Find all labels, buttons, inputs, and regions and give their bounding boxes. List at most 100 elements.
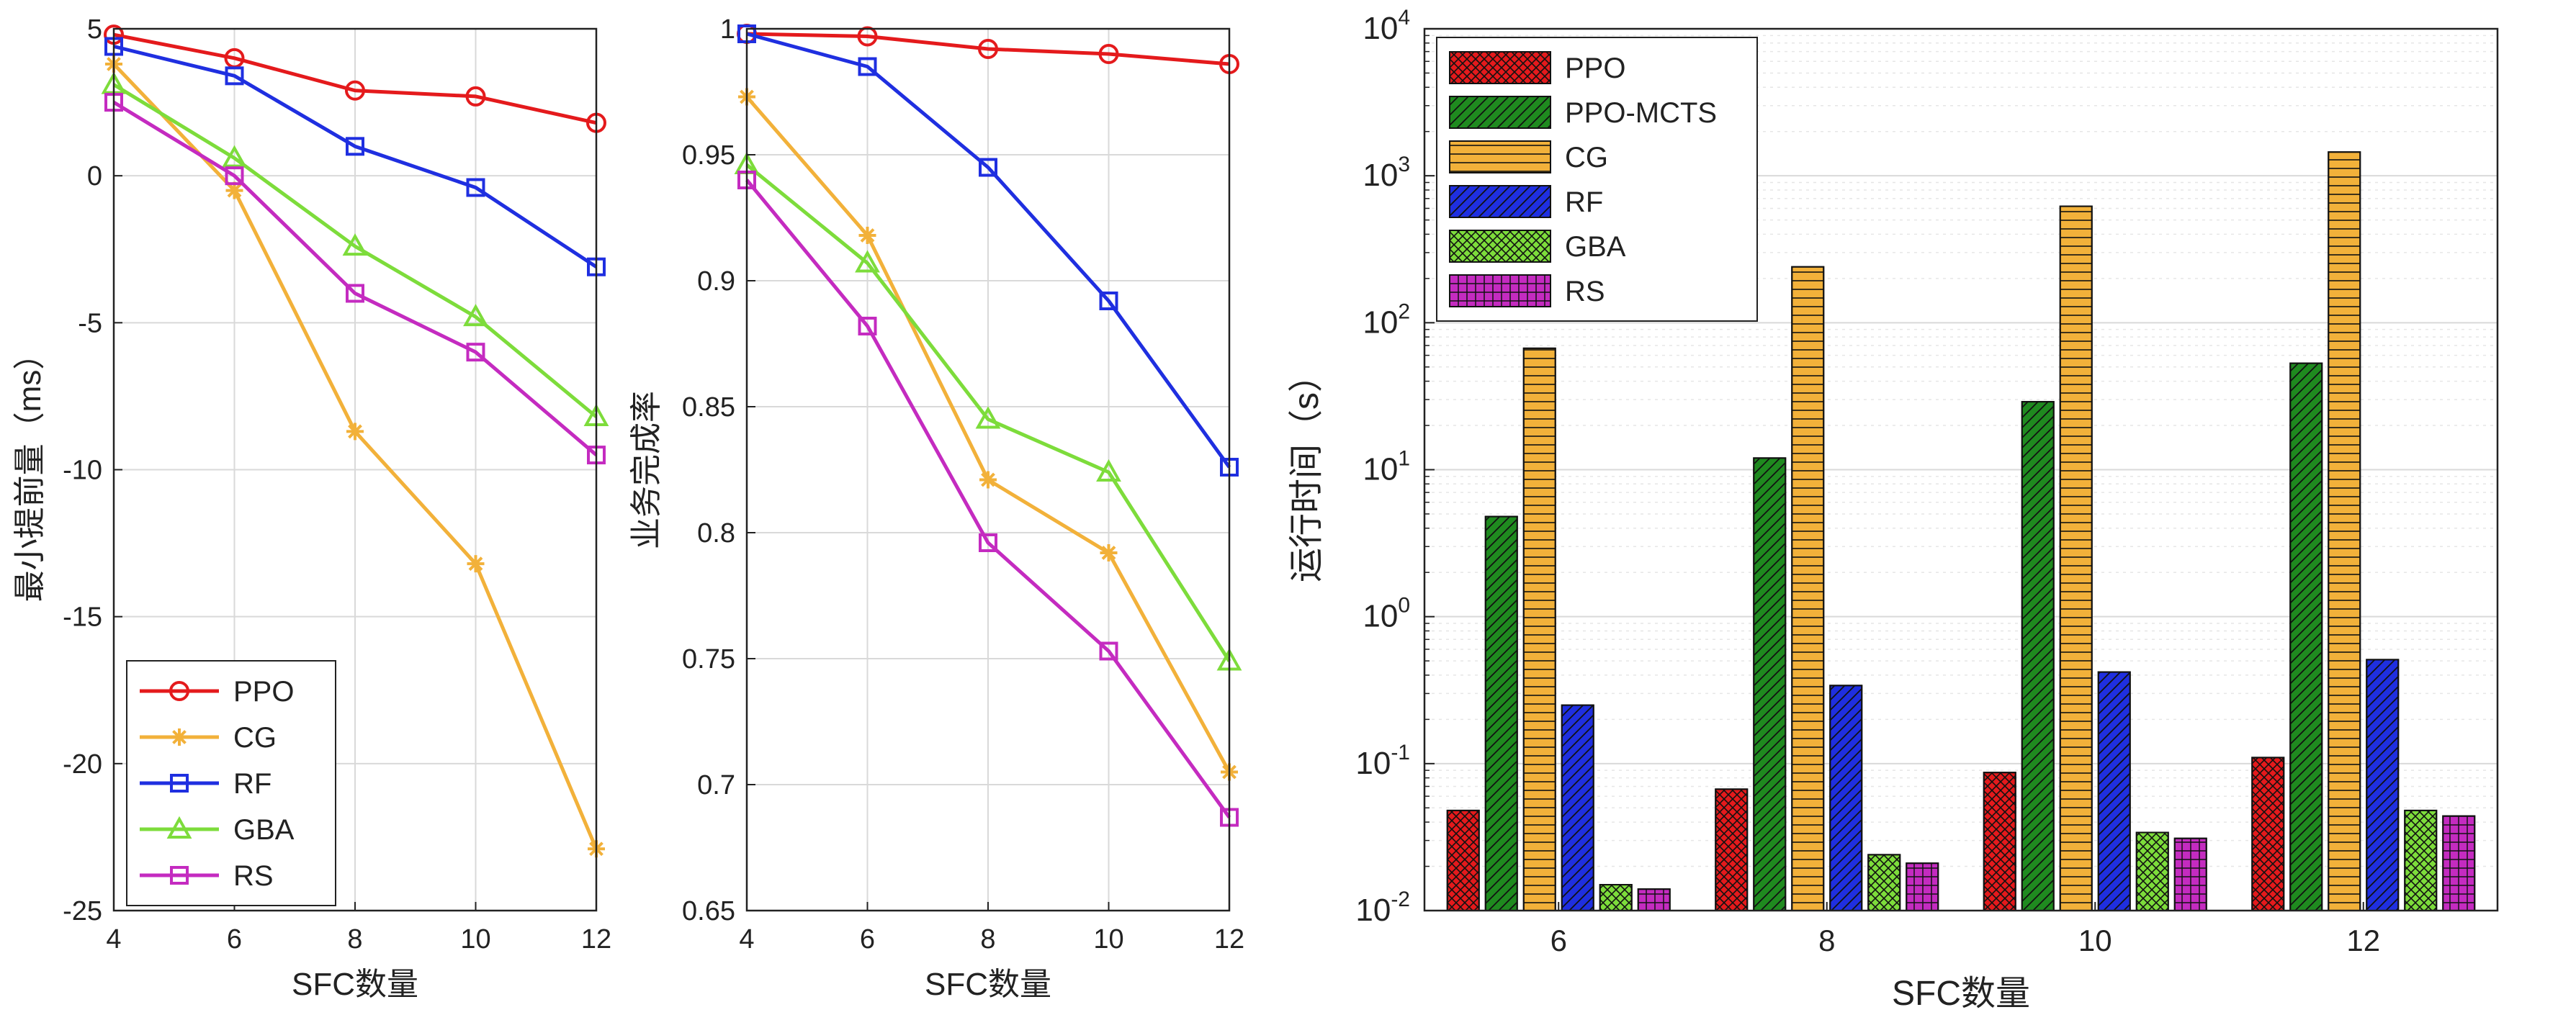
legend: PPO CG RF GBA RS	[126, 660, 336, 906]
data-point	[345, 80, 365, 101]
data-point	[346, 423, 364, 441]
series-line	[746, 32, 1230, 66]
legend-marker	[169, 681, 189, 701]
y-tick-label: 0	[87, 161, 102, 191]
data-point	[858, 317, 877, 335]
bar-cg	[1791, 266, 1825, 912]
y-tick-label: 10-2	[1355, 888, 1410, 928]
data-point	[342, 233, 368, 256]
x-tick-label: 6	[860, 924, 875, 954]
data-point	[857, 26, 878, 47]
bar-cg	[2059, 205, 2093, 912]
series-gba	[734, 151, 1242, 671]
legend-label: GBA	[1565, 231, 1626, 263]
x-axis-label: SFC数量	[925, 967, 1051, 1002]
data-point	[858, 227, 876, 244]
y-tick-label: -20	[63, 749, 102, 780]
bar-cg	[2328, 151, 2361, 911]
data-point	[979, 471, 997, 489]
bar-ppo	[2251, 757, 2285, 911]
y-tick-label: 0.85	[682, 392, 735, 423]
series-line	[746, 32, 1231, 469]
data-point	[1096, 459, 1121, 482]
series-line	[745, 163, 1231, 662]
legend-item-ppo: PPO	[1449, 51, 1625, 84]
bar-rs	[1906, 862, 1939, 911]
runtime-bar-chart: 10-2 10-1 100 101 102 103 104 6 8 10 12 SFC数量 运行时间…	[1288, 6, 2499, 1013]
legend-item-rs: RS	[140, 860, 274, 892]
x-tick-label: 10	[1093, 924, 1123, 954]
legend-marker	[170, 774, 189, 793]
data-point	[975, 406, 1001, 429]
bar-ppo-mcts	[2021, 401, 2055, 911]
x-axis-label: SFC数量	[292, 967, 418, 1002]
y-tick-label: -10	[63, 456, 102, 486]
data-point	[466, 178, 485, 197]
y-tick-label: 101	[1363, 447, 1410, 487]
x-tick-label: 4	[739, 924, 754, 954]
legend-item-gba: GBA	[1449, 230, 1626, 263]
y-axis-label: 最小提前量（ms）	[12, 338, 48, 602]
x-tick-label: 6	[1550, 924, 1567, 957]
x-tick-label: 12	[2346, 924, 2380, 957]
legend-label: RS	[233, 860, 274, 892]
x-axis-label: SFC数量	[1892, 975, 2030, 1013]
data-point	[225, 166, 244, 186]
bar-rs	[1637, 888, 1671, 912]
legend-marker	[166, 816, 192, 839]
bar-rf	[1561, 704, 1594, 911]
y-tick-label: 104	[1363, 6, 1410, 46]
x-tick-label: 10	[2078, 924, 2112, 957]
legend-label: GBA	[233, 814, 295, 846]
y-tick-label: 0.75	[682, 644, 735, 674]
legend-marker	[171, 728, 188, 746]
x-tick-label: 8	[1818, 924, 1835, 957]
series-line	[112, 83, 598, 418]
y-tick-label: 0.9	[697, 266, 735, 297]
data-point	[979, 158, 997, 177]
legend-item-gba: GBA	[140, 814, 295, 846]
series-rs	[737, 171, 1239, 827]
data-point	[463, 304, 488, 327]
y-tick-label: -5	[78, 308, 102, 338]
legend-label: PPO	[233, 676, 294, 708]
x-tick-label: 6	[227, 924, 242, 954]
y-tick-label: 0.8	[697, 518, 735, 549]
y-tick-label: 100	[1363, 594, 1410, 634]
y-axis-label: 运行时间（s）	[1288, 358, 1326, 582]
y-tick-label: 0.7	[697, 770, 735, 800]
x-tick-label: 12	[1214, 924, 1244, 954]
series-line	[745, 179, 1231, 818]
legend: PPO PPO-MCTS CG RF GBA RS	[1436, 37, 1758, 322]
legend-label: RF	[1565, 186, 1603, 218]
bar-ppo-mcts	[1753, 457, 1787, 911]
y-tick-label: 0.95	[682, 140, 735, 171]
data-point	[465, 86, 486, 107]
data-point	[858, 57, 877, 76]
data-point	[346, 137, 364, 156]
bar-gba	[1867, 854, 1901, 911]
x-tick-label: 10	[460, 924, 490, 954]
y-tick-label: -15	[63, 602, 102, 633]
bar-gba	[2404, 809, 2438, 911]
legend-item-rs: RS	[1449, 274, 1605, 307]
series-line	[112, 100, 598, 456]
y-axis-label: 业务完成率	[629, 391, 664, 549]
bar-rs	[2173, 837, 2207, 911]
bar-rf	[2097, 671, 2131, 911]
data-point	[467, 555, 485, 573]
data-point	[346, 284, 364, 303]
series-ppo	[104, 24, 606, 133]
data-point	[1098, 44, 1119, 64]
bar-ppo	[1446, 809, 1480, 911]
bar-rf	[2366, 659, 2400, 911]
data-point	[466, 343, 485, 362]
data-point	[222, 145, 247, 168]
legend-item-rf: RF	[140, 768, 271, 800]
y-tick-label: 103	[1363, 153, 1410, 193]
bar-cg	[1522, 347, 1556, 911]
data-point	[855, 250, 880, 273]
